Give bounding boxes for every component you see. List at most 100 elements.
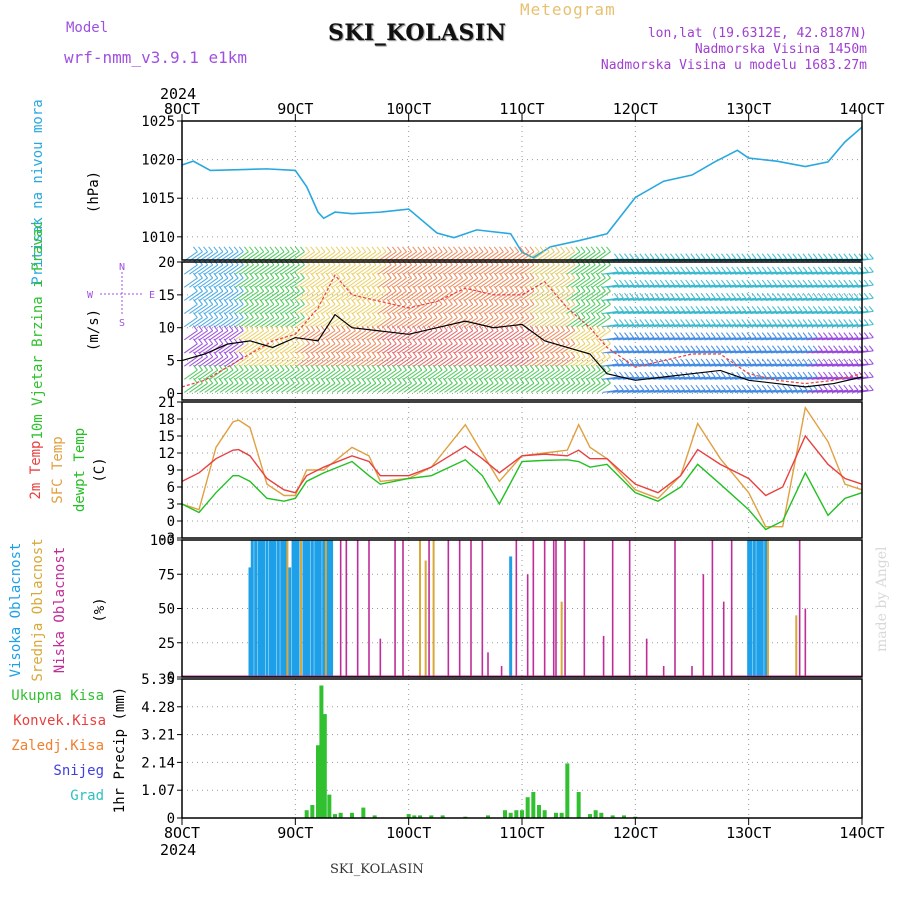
wind-barb (387, 330, 402, 341)
high-cloud-bar (276, 540, 280, 677)
wind-barb (473, 325, 479, 332)
wind-barb (565, 312, 571, 318)
wind-barb (407, 246, 413, 253)
wind-barb (249, 351, 254, 358)
wind-barb (857, 376, 874, 380)
wind-barb (366, 285, 372, 292)
high-cloud-bar (318, 540, 322, 677)
wind-barb (720, 266, 726, 273)
wind-barb (336, 382, 351, 393)
wind-barb (274, 285, 280, 292)
wind-barb (219, 382, 234, 393)
wind-barb (331, 330, 346, 341)
wind-barb (442, 299, 448, 305)
wind-barb (387, 356, 402, 367)
wind-barb (828, 266, 833, 273)
wind-barb (396, 272, 402, 279)
wind-barb (719, 389, 736, 393)
wind-barb (300, 246, 305, 253)
wind-barb (571, 369, 586, 380)
wind-barb (428, 277, 443, 288)
wind-barb (483, 299, 489, 305)
wind-barb (817, 253, 823, 260)
wind-barb (638, 284, 655, 288)
wind-barb (510, 356, 525, 367)
wind-barb (259, 246, 265, 253)
wind-barb (644, 332, 650, 338)
wind-barb (331, 277, 346, 288)
wind-barb (653, 337, 670, 341)
wind-barb (391, 299, 397, 305)
x-tick-label: 8OCT (164, 824, 200, 842)
wind-barb (336, 343, 351, 354)
wind-barb (566, 290, 581, 301)
wind-barb (382, 277, 397, 288)
wind-barb (208, 246, 214, 253)
wind-barb (785, 350, 802, 354)
wind-barb (213, 299, 219, 305)
wind-barb (218, 299, 224, 305)
wind-barb (729, 271, 746, 275)
wind-barb (617, 350, 634, 354)
wind-barb (342, 264, 356, 275)
high-cloud-bar (254, 540, 258, 677)
wind-barb (627, 363, 644, 367)
wind-barb (432, 285, 438, 292)
wind-barb (345, 299, 351, 305)
wind-barb (816, 376, 833, 380)
wind-barb (423, 382, 438, 393)
wind-barb (192, 338, 198, 345)
wind-barb (352, 264, 366, 275)
wind-barb (407, 351, 413, 358)
wind-barb (264, 312, 270, 318)
wind-barb (529, 377, 535, 384)
high-cloud-bar (325, 540, 329, 677)
wind-barb (797, 358, 803, 365)
wind-barb (736, 332, 742, 338)
wind-barb (770, 337, 787, 341)
wind-barb (802, 266, 808, 273)
wind-barb (726, 332, 731, 338)
wind-barb (724, 389, 741, 393)
wind-barb (617, 271, 634, 275)
wind-barb (427, 325, 433, 332)
wind-barb (591, 290, 606, 301)
wind-barb (673, 310, 690, 315)
wind-barb (326, 343, 341, 354)
wind-barb (305, 285, 311, 292)
wind-barb (279, 325, 285, 332)
wind-barb (454, 356, 468, 367)
wind-barb (720, 292, 726, 299)
wind-barb (760, 363, 777, 367)
wind-barb (731, 253, 737, 260)
wind-barb (249, 299, 254, 305)
wind-barb (418, 382, 433, 393)
wind-barb (442, 351, 448, 358)
wind-barb (740, 376, 757, 380)
wind-barb (279, 285, 285, 292)
wind-barb (792, 371, 798, 378)
wind-barb (663, 350, 680, 354)
wind-barb (761, 253, 767, 260)
wind-barb (571, 264, 586, 275)
wind-barb (853, 332, 859, 338)
wind-barb (316, 317, 331, 328)
wind-barb (249, 312, 254, 318)
wind-barb (613, 384, 619, 391)
wind-barb (817, 384, 823, 391)
wind-barb (673, 389, 690, 393)
wind-barb (498, 285, 504, 292)
wind-barb (218, 272, 224, 279)
wind-barb (274, 377, 280, 384)
wind-barb (719, 310, 736, 315)
wind-barb (305, 272, 311, 279)
wind-barb (315, 312, 321, 318)
wind-barb (250, 290, 264, 301)
wind-barb (771, 279, 777, 286)
wind-barb (760, 323, 777, 328)
mid-cloud-bar (560, 601, 563, 677)
wind-barb (331, 290, 346, 301)
low-cloud-bar (583, 540, 586, 677)
wind-barb (685, 384, 691, 391)
wind-barb (575, 364, 581, 371)
